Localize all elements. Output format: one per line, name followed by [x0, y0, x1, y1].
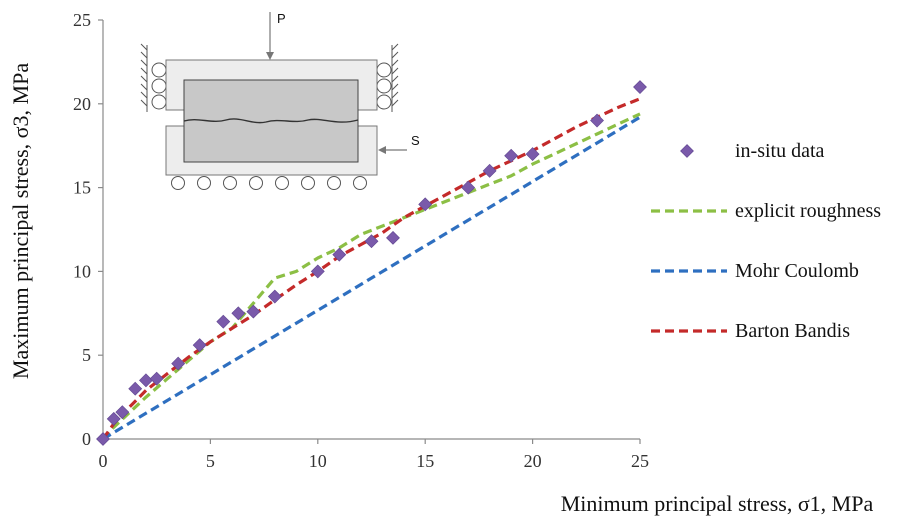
y-tick-label: 10	[73, 261, 91, 281]
x-tick-label: 0	[99, 451, 108, 471]
in-situ-data-point	[192, 338, 207, 353]
normal-load-label: P	[277, 11, 286, 26]
left-wall-hatch	[140, 43, 148, 112]
legend-label-mohr-coulomb: Mohr Coulomb	[735, 260, 859, 282]
x-tick-label: 20	[524, 451, 542, 471]
in-situ-data-point	[332, 247, 347, 262]
y-ticks: 0 5 10 15 20 25	[73, 10, 103, 449]
shear-load-label: S	[411, 133, 420, 148]
explicit-roughness-line	[101, 112, 641, 441]
y-tick-label: 20	[73, 94, 91, 114]
in-situ-data-point	[310, 264, 325, 279]
in-situ-data-point	[364, 234, 379, 249]
legend-label-explicit-roughness: explicit roughness	[735, 200, 881, 222]
y-tick-label: 15	[73, 178, 91, 198]
in-situ-data-point	[504, 148, 519, 163]
in-situ-data-point	[171, 356, 186, 371]
legend-label-in-situ-data: in-situ data	[735, 140, 825, 162]
in-situ-data-point	[418, 197, 433, 212]
in-situ-data-point	[231, 306, 246, 321]
legend: in-situ data explicit roughness Mohr Coulo…	[651, 140, 881, 342]
normal-load-arrowhead	[266, 52, 274, 60]
base-rollers	[171, 176, 367, 190]
in-situ-data-point	[246, 304, 261, 319]
y-tick-label: 5	[82, 345, 91, 365]
shear-load-arrowhead	[378, 146, 386, 154]
inset-diagram: P S	[140, 11, 420, 190]
in-situ-data-point	[525, 147, 540, 162]
series-layer	[101, 97, 641, 441]
rough-joint	[183, 118, 359, 124]
x-tick-label: 10	[309, 451, 327, 471]
legend-key-in-situ-data	[680, 144, 694, 158]
in-situ-data-point	[267, 289, 282, 304]
in-situ-data-point	[128, 381, 143, 396]
x-tick-label: 5	[206, 451, 215, 471]
in-situ-data-point	[386, 230, 400, 245]
legend-label-barton-bandis: Barton Bandis	[735, 320, 850, 342]
x-tick-label: 15	[416, 451, 434, 471]
y-tick-label: 0	[82, 429, 91, 449]
barton-bandis-line	[101, 97, 641, 440]
in-situ-data-point	[461, 180, 476, 195]
in-situ-data-point	[106, 411, 121, 426]
in-situ-data-point	[216, 314, 231, 329]
in-situ-data-point	[96, 432, 110, 446]
side-rollers	[151, 62, 392, 110]
in-situ-data-point	[482, 163, 497, 178]
y-axis-title: Maximum principal stress, σ3, MPa	[8, 63, 33, 379]
x-axis-title: Minimum principal stress, σ1, MPa	[561, 491, 874, 516]
in-situ-data-point	[115, 405, 130, 420]
x-tick-label: 25	[631, 451, 649, 471]
x-ticks: 0 5 10 15 20 25	[99, 439, 649, 471]
y-tick-label: 25	[73, 10, 91, 30]
axes	[102, 20, 640, 440]
right-wall-hatch	[391, 43, 399, 112]
mohr-coulomb-line	[102, 115, 641, 441]
in-situ-data-point	[590, 113, 604, 128]
markers-layer	[96, 80, 647, 446]
in-situ-data-point	[149, 371, 164, 386]
in-situ-data-point	[633, 80, 647, 94]
